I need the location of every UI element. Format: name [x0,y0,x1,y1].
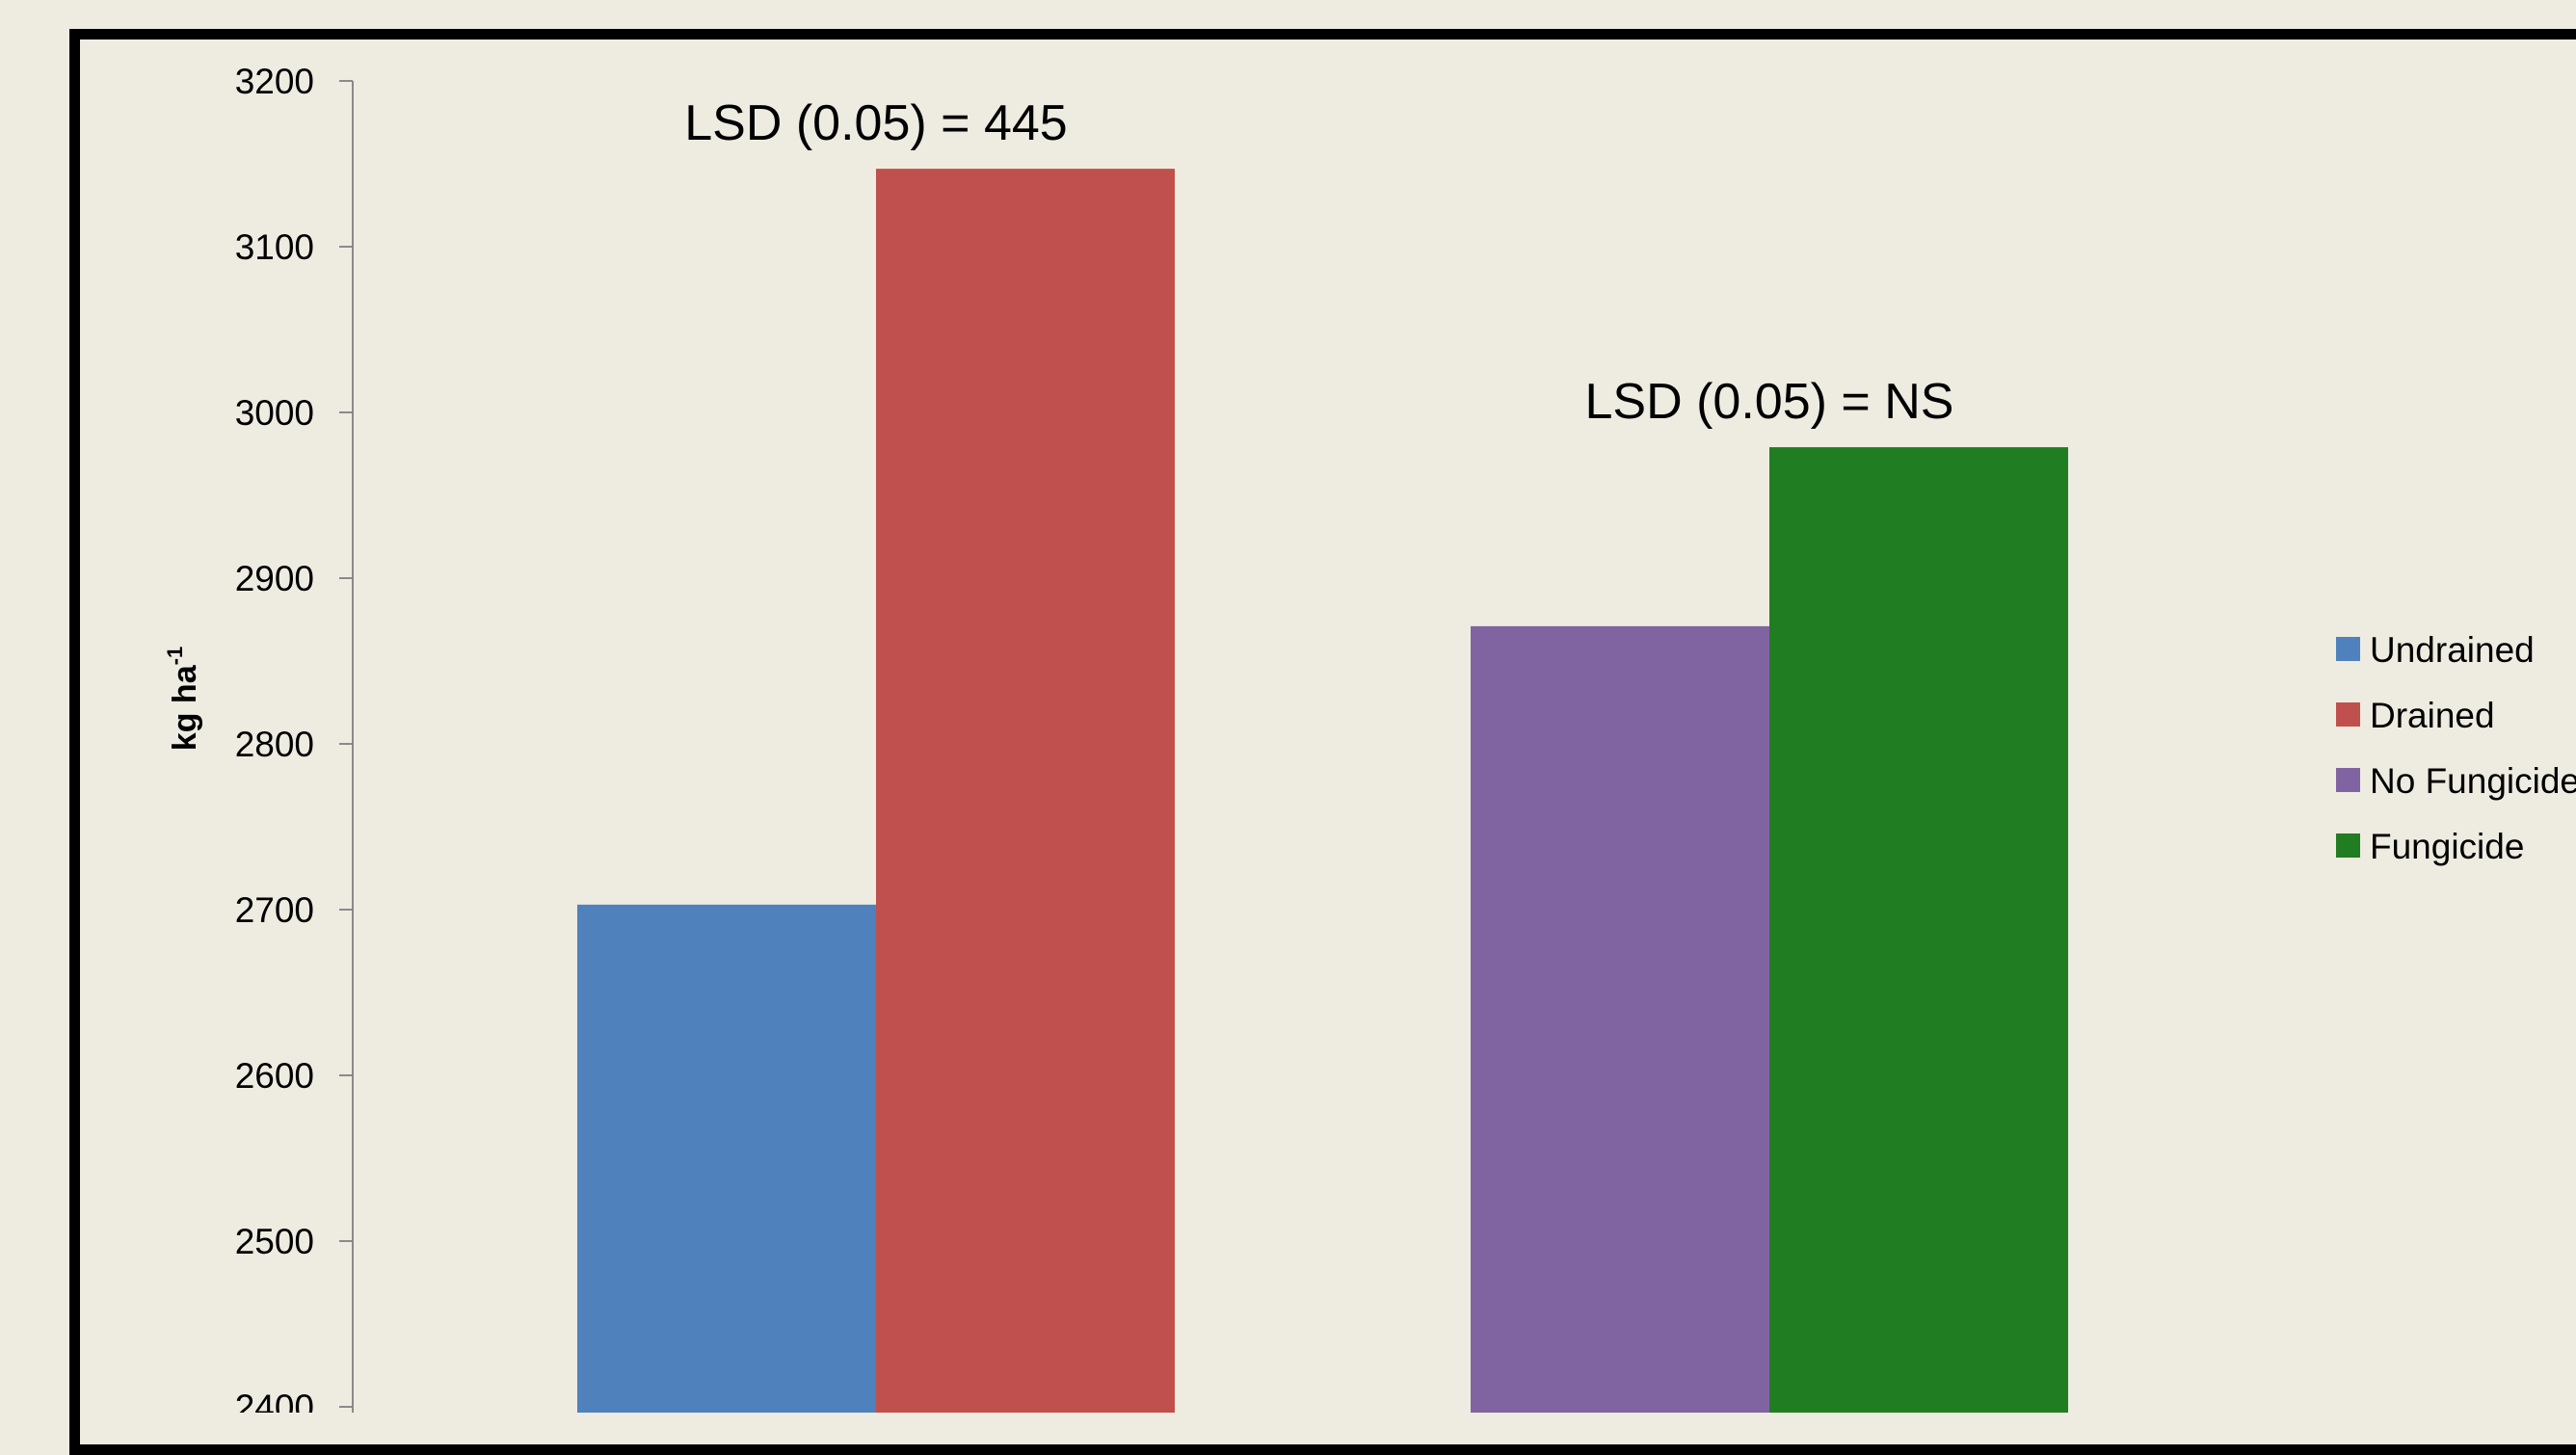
bar-undrained [577,904,876,1413]
legend-label: Drained [2370,696,2495,735]
y-tick-label: 3100 [235,227,314,267]
y-tick-label: 3000 [235,393,314,433]
legend-swatch [2336,702,2360,727]
y-tick-label: 2900 [235,559,314,598]
y-tick-label: 2400 [235,1388,314,1413]
chart-frame [69,29,2576,1455]
y-tick-label: 2800 [235,725,314,764]
y-tick-label: 2700 [235,890,314,930]
y-tick-label: 2500 [235,1222,314,1261]
bar-chart: 2400 2500 2600 2700 2800 2900 3000 3100 3200 LSD… [163,62,2576,1413]
bar-no-fungicide [1471,625,1769,1413]
y-axis-label-superscript: -1 [163,647,187,666]
legend-swatch [2336,833,2360,858]
legend-swatch [2336,637,2360,661]
legend-label: Fungicide [2370,827,2524,866]
legend-swatch [2336,768,2360,792]
y-tick-label: 2600 [235,1056,314,1096]
bar-fungicide [1769,447,2068,1413]
bar-drained [876,169,1175,1413]
y-tick-label: 3200 [235,62,314,101]
y-axis-label: kg ha-1 [163,647,203,751]
legend-label: No Fungicide [2370,761,2576,801]
lsd-annotation: LSD (0.05) = NS [1585,374,1954,430]
lsd-annotation: LSD (0.05) = 445 [684,95,1067,151]
legend-label: Undrained [2370,630,2535,670]
